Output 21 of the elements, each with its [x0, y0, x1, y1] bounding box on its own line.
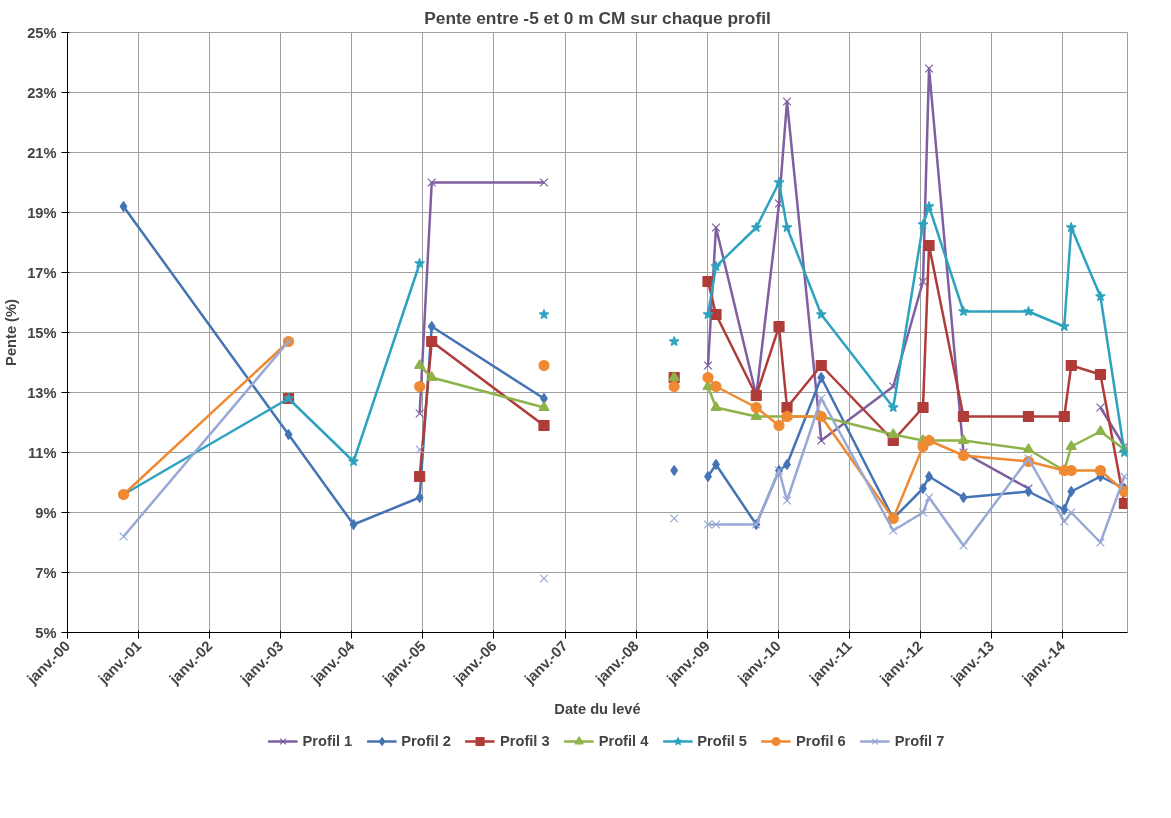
y-tick-label: 9% — [35, 504, 57, 521]
chart-title: Pente entre -5 et 0 m CM sur chaque profil — [424, 7, 771, 28]
y-tick-label: 13% — [27, 384, 57, 401]
y-tick-label: 25% — [27, 24, 57, 41]
y-tick-label: 21% — [27, 144, 57, 161]
legend-label: Profil 1 — [302, 733, 353, 749]
y-tick-label: 5% — [35, 624, 57, 641]
legend-label: Profil 4 — [598, 733, 649, 749]
y-tick-label: 15% — [27, 324, 57, 341]
y-tick-label: 7% — [35, 564, 57, 581]
legend-label: Profil 7 — [894, 733, 945, 749]
y-tick-label: 17% — [27, 264, 57, 281]
legend-label: Profil 2 — [401, 733, 451, 749]
y-axis-title: Pente (%) — [3, 298, 20, 366]
legend-label: Profil 3 — [499, 733, 550, 749]
legend-label: Profil 6 — [796, 733, 846, 749]
y-tick-label: 11% — [27, 444, 57, 461]
legend-label: Profil 5 — [697, 733, 748, 749]
y-tick-label: 19% — [27, 204, 57, 221]
x-axis-title: Date du levé — [554, 700, 641, 717]
y-tick-label: 23% — [27, 84, 57, 101]
